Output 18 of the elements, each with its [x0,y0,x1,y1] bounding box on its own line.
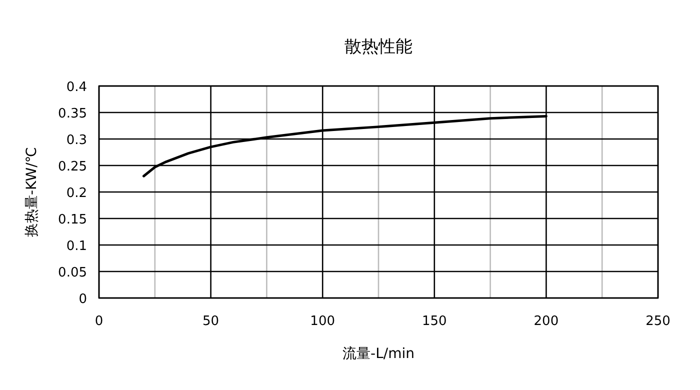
y-tick-label: 0.05 [58,266,87,280]
x-tick-label: 200 [534,314,559,329]
y-tick-label: 0 [78,292,87,307]
y-tick-label: 0.35 [58,106,87,122]
y-tick-label: 0.4 [66,80,87,95]
y-tick-label: 0.2 [66,186,87,201]
x-tick-label: 50 [202,314,220,329]
x-tick-label: 150 [422,314,447,329]
y-tick-label: 0.15 [58,212,87,228]
y-tick-label: 0.3 [66,133,87,148]
x-tick-label: 100 [310,314,336,329]
y-tick-label: 0.1 [66,239,87,254]
y-tick-label: 0.25 [58,160,87,174]
x-tick-label: 250 [646,314,670,329]
x-tick-label: 0 [94,314,104,329]
y-axis-title: 换热量-KW/℃ [24,146,40,238]
chart-title: 散热性能 [344,37,412,57]
x-axis-title: 流量-L/min [342,346,414,362]
